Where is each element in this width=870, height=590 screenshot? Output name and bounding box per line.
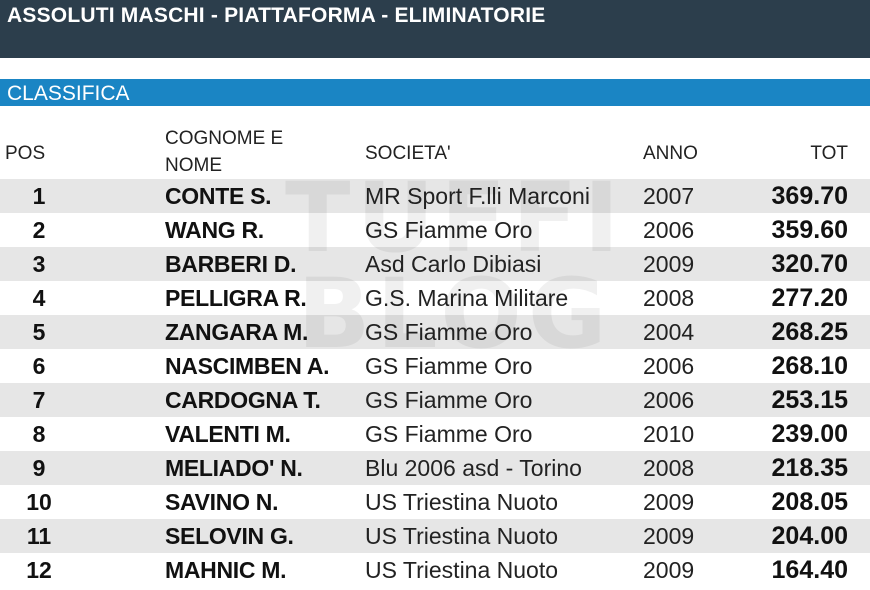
column-header-name-line1: COGNOME E [165,128,284,149]
row-pos: 2 [32,217,46,243]
row-year: 2007 [643,183,695,209]
section-header: CLASSIFICA [0,78,870,106]
row-pos: 6 [32,353,46,379]
row-tot: 277.20 [771,284,848,312]
row-tot: 239.00 [771,420,848,448]
row-club: US Triestina Nuoto [365,489,559,515]
row-pos: 3 [32,251,46,277]
row-club: GS Fiamme Oro [365,353,533,379]
row-pos: 1 [32,183,46,209]
row-club: GS Fiamme Oro [365,387,533,413]
row-pos: 4 [32,285,46,311]
row-name: CARDOGNA T. [165,387,321,413]
row-tot: 218.35 [771,454,848,482]
row-pos: 9 [32,455,46,481]
row-pos: 5 [32,319,46,345]
row-year: 2009 [643,489,695,515]
table-row: 3 BARBERI D. Asd Carlo Dibiasi 2009 320.70 [0,247,870,281]
table-row: 1 CONTE S. MR Sport F.lli Marconi 2007 369.7… [0,179,870,213]
column-header-tot: TOT [810,143,848,164]
row-tot: 208.05 [771,488,848,516]
table-row: 2 WANG R. GS Fiamme Oro 2006 359.60 [0,213,870,247]
row-club: Blu 2006 asd - Torino [365,455,582,481]
section-title: CLASSIFICA [7,82,130,105]
table-row: 7 CARDOGNA T. GS Fiamme Oro 2006 253.15 [0,383,870,417]
row-name: CONTE S. [165,183,272,209]
page-title: ASSOLUTI MASCHI - PIATTAFORMA - ELIMINAT… [7,4,546,27]
table-row: 4 PELLIGRA R. G.S. Marina Militare 2008 277.… [0,281,870,315]
row-club: GS Fiamme Oro [365,319,533,345]
row-tot: 268.10 [771,352,848,380]
table-row: 5 ZANGARA M. GS Fiamme Oro 2004 268.25 [0,315,870,349]
row-pos: 10 [26,489,52,515]
row-name: WANG R. [165,217,264,243]
table-row: 8 VALENTI M. GS Fiamme Oro 2010 239.00 [0,417,870,451]
row-club: GS Fiamme Oro [365,421,533,447]
row-tot: 204.00 [771,522,848,550]
column-header-year: ANNO [643,143,698,164]
row-year: 2006 [643,217,695,243]
row-year: 2009 [643,523,695,549]
row-pos: 11 [26,523,52,549]
table-row: 6 NASCIMBEN A. GS Fiamme Oro 2006 268.10 [0,349,870,383]
table-row: 10 SAVINO N. US Triestina Nuoto 2009 208.05 [0,485,870,519]
row-tot: 253.15 [771,386,848,414]
row-club: GS Fiamme Oro [365,217,533,243]
row-year: 2008 [643,455,695,481]
row-club: US Triestina Nuoto [365,557,559,583]
column-header-pos: POS [5,143,46,164]
row-name: MAHNIC M. [165,557,287,583]
row-year: 2004 [643,319,695,345]
row-year: 2009 [643,557,695,583]
row-pos: 12 [26,557,52,583]
row-name: BARBERI D. [165,251,297,277]
row-year: 2008 [643,285,695,311]
row-name: VALENTI M. [165,421,291,447]
row-name: ZANGARA M. [165,319,309,345]
row-name: SELOVIN G. [165,523,294,549]
row-tot: 359.60 [771,216,848,244]
row-tot: 164.40 [771,556,848,584]
page-header: ASSOLUTI MASCHI - PIATTAFORMA - ELIMINAT… [0,0,870,58]
row-tot: 268.25 [771,318,848,346]
row-year: 2006 [643,387,695,413]
row-name: SAVINO N. [165,489,279,515]
row-name: NASCIMBEN A. [165,353,330,379]
column-header-name-line2: NOME [165,155,222,176]
table-row: 9 MELIADO' N. Blu 2006 asd - Torino 2008 218… [0,451,870,485]
row-year: 2006 [643,353,695,379]
row-name: MELIADO' N. [165,455,303,481]
row-club: G.S. Marina Militare [365,285,569,311]
row-club: MR Sport F.lli Marconi [365,183,590,209]
column-header-club: SOCIETA' [365,143,451,164]
row-club: US Triestina Nuoto [365,523,559,549]
row-pos: 8 [32,421,46,447]
row-name: PELLIGRA R. [165,285,307,311]
row-year: 2010 [643,421,695,447]
row-tot: 320.70 [771,250,848,278]
table-row: 11 SELOVIN G. US Triestina Nuoto 2009 204.00 [0,519,870,553]
row-tot: 369.70 [771,182,848,210]
row-pos: 7 [32,387,46,413]
row-club: Asd Carlo Dibiasi [365,251,542,277]
table-row: 12 MAHNIC M. US Triestina Nuoto 2009 164.40 [0,553,870,587]
row-year: 2009 [643,251,695,277]
